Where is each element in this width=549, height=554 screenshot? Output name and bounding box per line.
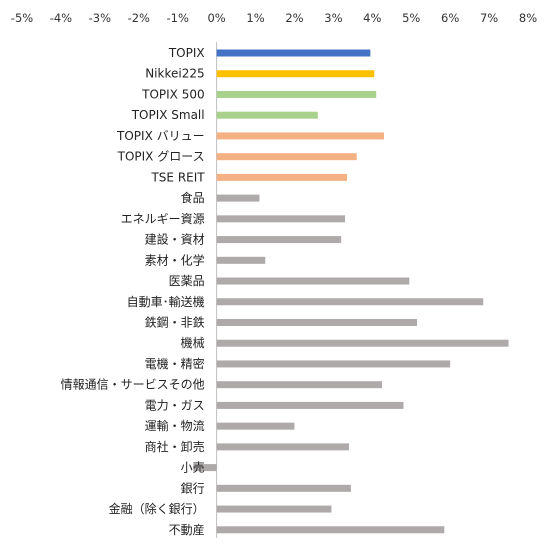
category-label: 情報通信・サービスその他 — [61, 378, 205, 392]
category-label: TOPIX Small — [131, 108, 205, 122]
x-tick-label: -1% — [166, 11, 188, 25]
category-label: エネルギー資源 — [121, 212, 205, 226]
category-label: TOPIX バリュー — [116, 129, 205, 143]
bar — [216, 215, 346, 223]
bar — [216, 70, 375, 78]
x-tick-label: 5% — [402, 11, 420, 25]
category-label: 小売 — [181, 460, 205, 475]
x-tick-label: -3% — [89, 11, 111, 25]
bar — [193, 464, 217, 472]
category-label: TOPIX — [168, 46, 205, 60]
x-tick-label: 1% — [246, 11, 264, 25]
x-tick-label: -2% — [128, 11, 150, 25]
category-label: 金融（除く銀行） — [109, 501, 205, 516]
category-label: 食品 — [181, 190, 205, 205]
bar — [216, 484, 351, 492]
x-tick-label: 2% — [285, 11, 303, 25]
bar — [216, 236, 342, 244]
category-label: 不動産 — [169, 522, 205, 537]
x-tick-label: -4% — [50, 11, 72, 25]
x-tick-label: 8% — [519, 11, 537, 25]
bar — [216, 298, 484, 306]
category-label: 建設・資材 — [145, 232, 205, 247]
bar — [216, 153, 357, 161]
bar — [216, 111, 318, 119]
category-label: 電力・ガス — [145, 398, 205, 412]
category-label: 素材・化学 — [145, 252, 205, 267]
bar — [216, 277, 410, 285]
bar — [216, 173, 348, 181]
bar — [216, 132, 384, 140]
category-label: TOPIX 500 — [141, 87, 205, 101]
x-tick-label: 0% — [207, 11, 225, 25]
category-label: 運輸・物流 — [145, 418, 205, 433]
bar — [216, 256, 266, 264]
x-tick-label: 3% — [324, 11, 342, 25]
bar — [216, 49, 371, 57]
bar — [216, 401, 404, 409]
category-label: 鉄鋼・非鉄 — [145, 314, 205, 329]
category-label: TSE REIT — [150, 170, 205, 184]
category-labels: TOPIX Nikkei225 TOPIX 500 TOPIX Small TOPIX … — [61, 46, 206, 537]
x-axis-ticks: -5% -4% -3% -2% -1% 0% 1% 2% 3% 4% 5% 6% 7% 8% — [11, 11, 537, 25]
x-tick-label: 7% — [480, 11, 498, 25]
bar — [216, 443, 349, 451]
category-label: 電機・精密 — [145, 356, 205, 371]
category-label: 商社・卸売 — [145, 439, 205, 454]
x-tick-label: 6% — [441, 11, 459, 25]
category-label: Nikkei225 — [145, 67, 204, 81]
bar — [216, 381, 383, 389]
x-tick-label: 4% — [363, 11, 381, 25]
bar — [216, 422, 295, 430]
x-tick-label: -5% — [11, 11, 33, 25]
bar — [216, 318, 418, 326]
bar — [216, 90, 377, 98]
bar — [216, 194, 260, 202]
category-label: 医薬品 — [169, 274, 205, 288]
bars — [193, 49, 509, 534]
category-label: 機械 — [181, 335, 205, 350]
bar — [216, 505, 332, 513]
category-label: TOPIX グロース — [117, 150, 205, 164]
bar — [216, 360, 451, 368]
category-label: 銀行 — [181, 481, 205, 495]
bar — [216, 339, 509, 347]
category-label: 自動車･輸送機 — [127, 294, 205, 309]
bar — [216, 526, 445, 534]
